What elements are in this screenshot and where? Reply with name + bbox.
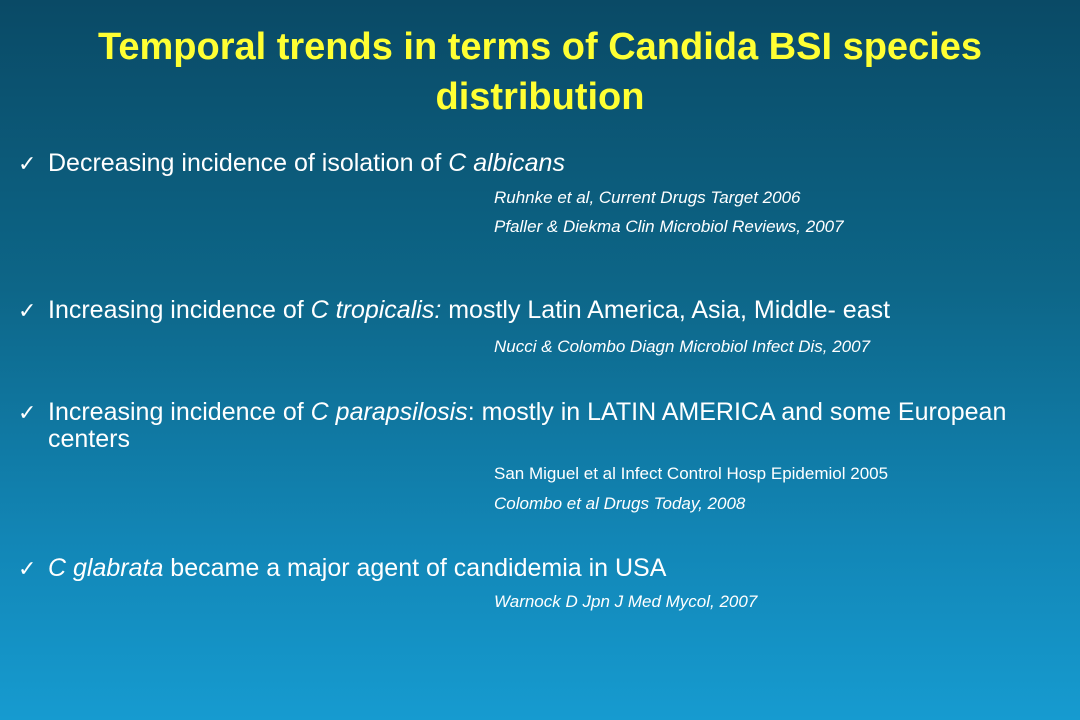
bullet-text: ✓ Increasing incidence of C parapsilosis…	[18, 399, 1068, 453]
checkmark-icon: ✓	[18, 298, 37, 323]
text-run: became a major agent of candidemia in US…	[163, 554, 667, 582]
references: San Miguel et al Infect Control Hosp Epi…	[494, 459, 1068, 519]
text-run: Decreasing incidence of isolation of	[48, 149, 449, 177]
reference: Warnock D Jpn J Med Mycol, 2007	[494, 592, 758, 611]
reference: Nucci & Colombo Diagn Microbiol Infect D…	[494, 337, 871, 356]
text-run: : mostly in LATIN AMERICA and some Europ…	[48, 398, 1007, 453]
slide-title: Temporal trends in terms of Candida BSI …	[97, 26, 983, 118]
bullet-item: ✓ Increasing incidence of C parapsilosis…	[18, 399, 1068, 519]
reference: Ruhnke et al, Current Drugs Target 2006	[494, 188, 801, 207]
reference: Colombo et al Drugs Today, 2008	[494, 494, 746, 513]
checkmark-icon: ✓	[18, 556, 37, 581]
species-name: C tropicalis:	[310, 296, 442, 324]
bullet-item: ✓ C glabrata became a major agent of can…	[18, 555, 1068, 616]
text-run: mostly Latin America, Asia, Middle- east	[441, 296, 891, 324]
bullet-text: ✓ Decreasing incidence of isolation of C…	[18, 150, 1068, 177]
bullet-item: ✓ Decreasing incidence of isolation of C…	[18, 150, 1068, 241]
species-name: C glabrata	[48, 554, 164, 582]
references: Warnock D Jpn J Med Mycol, 2007	[494, 588, 1068, 616]
checkmark-icon: ✓	[18, 400, 37, 425]
species-name: C parapsilosis	[310, 398, 468, 426]
text-run: Increasing incidence of	[48, 398, 311, 426]
bullet-text: ✓ C glabrata became a major agent of can…	[18, 555, 1068, 582]
bullet-list: ✓ Decreasing incidence of isolation of C…	[18, 150, 1068, 616]
references: Ruhnke et al, Current Drugs Target 2006 …	[494, 183, 1068, 241]
bullet-text: ✓ Increasing incidence of C tropicalis: …	[18, 297, 1068, 324]
checkmark-icon: ✓	[18, 151, 37, 176]
text-run: Increasing incidence of	[48, 296, 311, 324]
reference: San Miguel et al Infect Control Hosp Epi…	[494, 464, 889, 483]
references: Nucci & Colombo Diagn Microbiol Infect D…	[494, 333, 1068, 361]
species-name: C albicans	[448, 149, 565, 177]
reference: Pfaller & Diekma Clin Microbiol Reviews,…	[494, 217, 844, 236]
bullet-item: ✓ Increasing incidence of C tropicalis: …	[18, 297, 1068, 361]
